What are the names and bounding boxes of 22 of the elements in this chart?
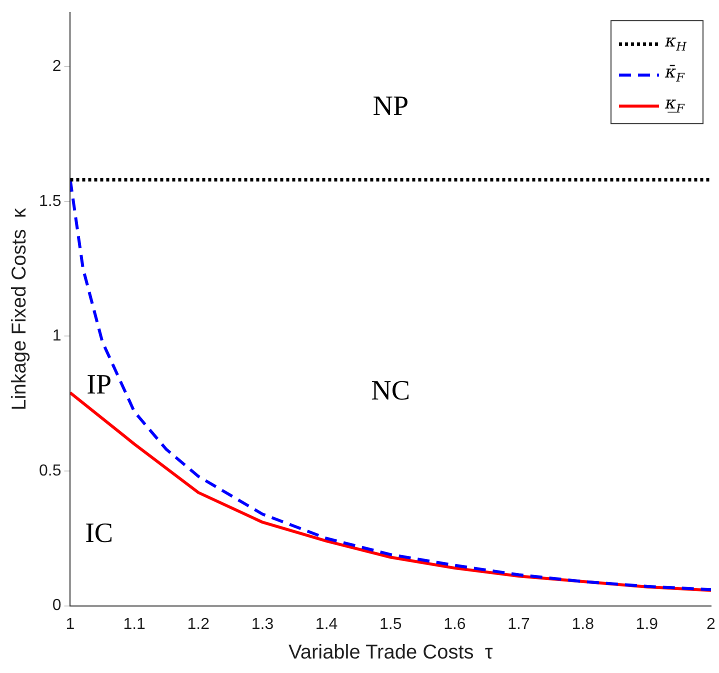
x-tick-label: 1 — [66, 616, 75, 633]
x-tick-label: 1.8 — [572, 616, 594, 633]
x-tick-label: 1.3 — [251, 616, 274, 633]
x-tick-label: 1.6 — [444, 616, 466, 633]
x-tick-label: 1.9 — [636, 616, 658, 633]
x-tick-label: 1.1 — [123, 616, 146, 633]
y-tick-label: 1.5 — [38, 192, 62, 210]
x-axis-title: Variable Trade Costs τ — [288, 642, 493, 664]
annotation: IP — [86, 370, 112, 401]
x-tick-label: 1.7 — [508, 616, 530, 633]
x-tick-label: 1.2 — [187, 616, 210, 633]
annotation: NC — [371, 376, 410, 407]
y-axis-title: Linkage Fixed Costs κ — [8, 207, 31, 410]
x-tick-label: 2 — [706, 616, 716, 633]
y-tick-label: 1 — [52, 328, 62, 345]
x-tick-label: 1.4 — [315, 616, 338, 633]
x-tick-label: 1.5 — [379, 616, 402, 633]
annotation: NP — [372, 90, 409, 122]
y-tick-label: 0 — [52, 597, 62, 614]
y-tick-label: 0.5 — [38, 462, 62, 480]
y-tick-label: 2 — [52, 58, 62, 75]
annotation: IC — [85, 518, 114, 549]
